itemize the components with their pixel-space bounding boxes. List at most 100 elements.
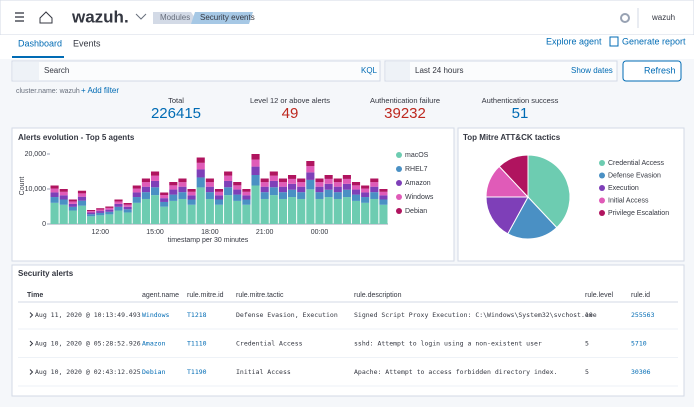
bar-segment bbox=[50, 197, 59, 203]
bar-segment bbox=[141, 182, 150, 187]
bar-segment bbox=[50, 192, 59, 198]
column-header: rule.level bbox=[585, 292, 613, 299]
bar-segment bbox=[278, 182, 288, 187]
bar-segment bbox=[205, 178, 214, 183]
bar-segment bbox=[224, 175, 233, 181]
bar-segment bbox=[224, 187, 233, 196]
settings-icon[interactable] bbox=[620, 13, 630, 23]
bar-segment bbox=[205, 198, 214, 224]
bar-segment bbox=[132, 188, 141, 193]
date-picker[interactable] bbox=[384, 60, 618, 82]
table-cell: 5 bbox=[585, 368, 589, 376]
user-name[interactable]: wazuh bbox=[651, 13, 675, 22]
action-link[interactable]: Generate report bbox=[622, 36, 686, 46]
bar-segment bbox=[370, 178, 379, 183]
legend-swatch bbox=[396, 194, 402, 200]
bar-segment bbox=[150, 195, 160, 224]
bar-segment bbox=[87, 211, 96, 213]
show-dates[interactable]: Show dates bbox=[571, 66, 613, 75]
bar-segment bbox=[269, 180, 278, 188]
bar-segment bbox=[315, 186, 324, 193]
bar-segment bbox=[77, 190, 87, 194]
bar-segment bbox=[324, 178, 333, 184]
bar-segment bbox=[87, 216, 96, 224]
tabs-bar bbox=[0, 35, 694, 59]
date-quick-menu[interactable] bbox=[386, 62, 410, 80]
bar-segment bbox=[288, 175, 297, 179]
bar-segment bbox=[324, 189, 333, 198]
pie-slice bbox=[485, 196, 529, 235]
bar-segment bbox=[205, 186, 214, 193]
column-header: Time bbox=[27, 292, 43, 299]
bar-segment bbox=[379, 195, 388, 200]
home-icon[interactable] bbox=[39, 11, 53, 24]
bar-segment bbox=[132, 197, 141, 203]
bar-segment bbox=[59, 189, 68, 192]
filter-pill[interactable]: cluster.name: wazuh bbox=[16, 88, 80, 95]
refresh-label: Refresh bbox=[644, 65, 676, 75]
bar-segment bbox=[68, 203, 77, 207]
stat-label: Authentication failure bbox=[370, 96, 440, 105]
panel-title: Top Mitre ATT&CK tactics bbox=[463, 133, 561, 142]
bar-segment bbox=[59, 191, 68, 196]
bar-segment bbox=[351, 200, 361, 224]
expand-arrow[interactable] bbox=[29, 312, 34, 318]
bar-segment bbox=[160, 192, 169, 196]
add-filter[interactable]: + Add filter bbox=[81, 86, 119, 95]
tab-active[interactable]: Dashboard bbox=[18, 38, 62, 48]
bar-segment bbox=[114, 201, 123, 204]
bar-segment bbox=[361, 185, 370, 189]
bar-segment bbox=[297, 182, 306, 187]
bar-segment bbox=[370, 186, 379, 193]
bar-segment bbox=[169, 189, 178, 195]
bar-segment bbox=[361, 197, 370, 203]
legend-label: Windows bbox=[405, 194, 434, 201]
filter-toggle[interactable] bbox=[13, 62, 39, 80]
x-tick-label: 15:00 bbox=[146, 229, 164, 236]
bar-segment bbox=[141, 186, 150, 193]
table-cell: Aug 10, 2020 @ 02:43:12.025 bbox=[35, 368, 141, 376]
bar-segment bbox=[123, 203, 132, 205]
table-cell: Aug 11, 2020 @ 10:13:49.493 bbox=[35, 311, 141, 319]
bar-segment bbox=[105, 207, 114, 210]
table-cell: 5710 bbox=[631, 340, 647, 348]
bar-segment bbox=[59, 204, 68, 224]
breadcrumb[interactable] bbox=[153, 12, 195, 24]
refresh-button[interactable] bbox=[622, 60, 682, 82]
search-box[interactable] bbox=[11, 60, 381, 82]
bar-segment bbox=[251, 185, 260, 224]
table-cell: Credential Access bbox=[236, 340, 303, 348]
bar-segment bbox=[278, 192, 288, 199]
bar-segment bbox=[269, 175, 278, 181]
bar-segment bbox=[242, 191, 251, 196]
bar-segment bbox=[141, 178, 150, 183]
expand-arrow[interactable] bbox=[29, 369, 34, 375]
bar-segment bbox=[105, 211, 114, 215]
table-cell: T1218 bbox=[187, 311, 207, 319]
bar-segment bbox=[342, 175, 351, 179]
bar-segment bbox=[333, 198, 342, 224]
bar-segment bbox=[269, 171, 278, 176]
bar-segment bbox=[123, 212, 132, 224]
time-range[interactable]: Last 24 hours bbox=[415, 66, 463, 75]
column-header: rule.id bbox=[631, 292, 650, 299]
legend-swatch bbox=[599, 172, 605, 179]
bar-segment bbox=[150, 180, 160, 188]
alerts-chart: 0 10,000 20,000 Count timestamp per 30 minut… bbox=[19, 151, 434, 244]
legend-swatch bbox=[396, 152, 402, 158]
bar-segment bbox=[224, 180, 233, 188]
tab[interactable]: Events bbox=[73, 38, 101, 48]
bar-segment bbox=[123, 209, 132, 213]
x-tick-label: 00:00 bbox=[311, 229, 329, 236]
breadcrumb-active[interactable] bbox=[191, 12, 253, 24]
pie-slice bbox=[527, 154, 571, 229]
query-language[interactable]: KQL bbox=[361, 66, 378, 75]
bar-segment bbox=[333, 178, 342, 183]
menu-icon[interactable] bbox=[15, 12, 24, 22]
expand-arrow[interactable] bbox=[29, 340, 34, 347]
action-link[interactable]: Explore agent bbox=[546, 36, 602, 46]
bar-segment bbox=[278, 178, 288, 183]
table-cell: T1110 bbox=[187, 340, 207, 348]
bar-segment bbox=[288, 189, 297, 198]
brand-caret[interactable] bbox=[135, 13, 147, 20]
